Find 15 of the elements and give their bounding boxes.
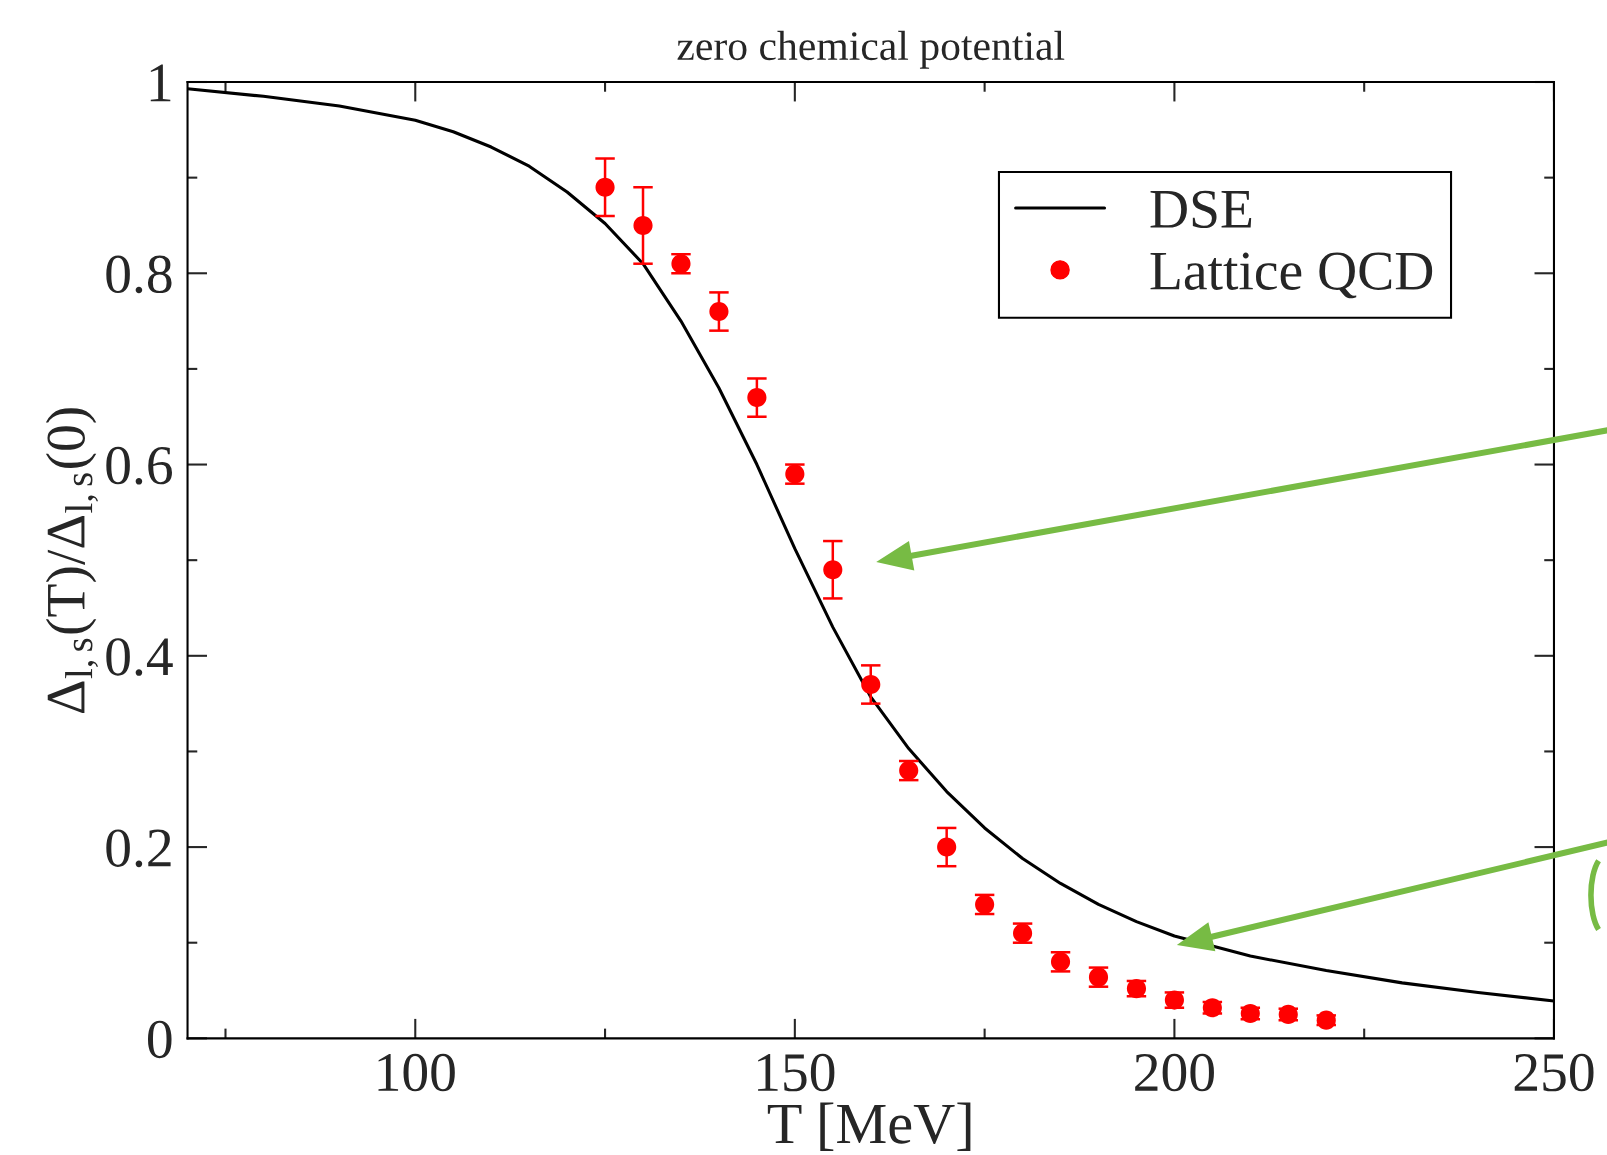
chart-title: zero chemical potential: [677, 30, 1065, 69]
legend-label: Lattice QCD: [1150, 252, 1433, 299]
x-tick-label: 200: [1135, 1053, 1214, 1092]
y-tick-label: 0: [147, 1020, 172, 1059]
y-tick-label: 0.8: [106, 255, 172, 294]
y-tick-label: 0.2: [106, 829, 171, 868]
y-tick-label: 0.6: [106, 446, 172, 485]
x-tick-label: 100: [378, 1053, 455, 1092]
x-tick-label: 250: [1514, 1053, 1594, 1092]
y-tick-label: 1: [150, 64, 171, 102]
y-axis-title: Δ$_{l,s}$(T)/Δ$_{l,s}$(0): [45, 408, 99, 714]
legend-label: DSE: [1150, 190, 1252, 229]
x-tick-label: 150: [758, 1053, 835, 1092]
x-axis-title: T [MeV]: [767, 1102, 971, 1151]
y-tick-label: 0.4: [106, 638, 173, 676]
